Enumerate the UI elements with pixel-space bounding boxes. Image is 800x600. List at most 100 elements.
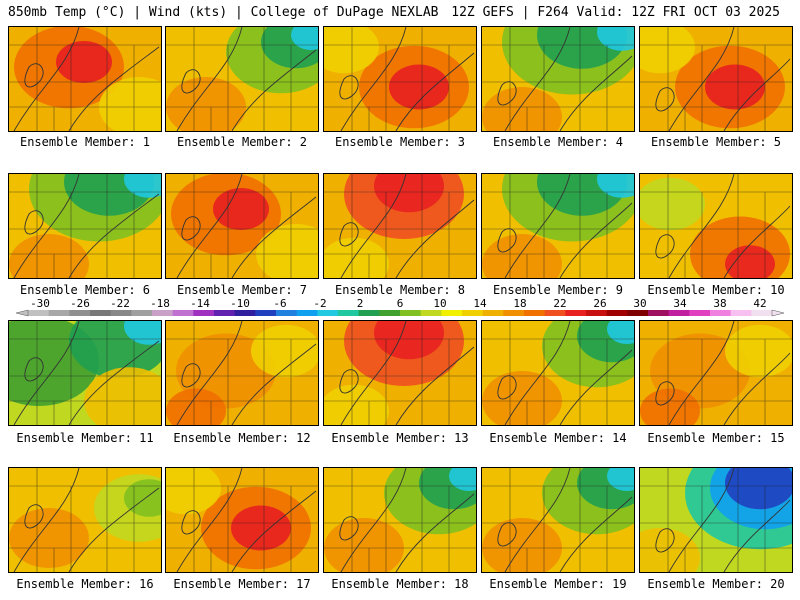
chart-title: 850mb Temp (°C) | Wind (kts) | College o… [8,5,439,20]
height-contours [339,27,475,131]
height-contours [497,468,633,572]
legend-tick-label: -26 [70,298,90,310]
legend-color-swatch [565,310,587,316]
legend-color-swatch [482,310,504,316]
state-borders [166,468,318,572]
ensemble-member-label: Ensemble Member: 19 [489,577,627,591]
legend-color-swatch [627,310,649,316]
temperature-shading [640,177,705,231]
legend-tick-label: 26 [593,298,606,310]
legend-color-swatch [110,310,132,316]
state-borders [482,27,634,131]
temperature-shading [99,77,161,131]
ensemble-member-map [639,26,793,132]
legend-color-swatch [648,310,670,316]
temperature-color-scale: -30 -26 -22 -18 -14 -10 -6 -2 2 6 10 14 18 22 26 30 34 38… [15,298,785,317]
legend-tick-label: -2 [313,298,326,310]
legend-color-swatch [524,310,546,316]
temperature-shading [291,27,318,50]
legend-tick-label: 38 [713,298,726,310]
temperature-shading [84,367,161,425]
legend-tick-label: 10 [433,298,446,310]
ensemble-member-map [323,467,477,573]
legend-color-swatch [420,310,442,316]
height-contours [655,321,791,425]
legend-color-swatch [503,310,525,316]
ensemble-member-map [639,320,793,426]
ensemble-member-label: Ensemble Member: 6 [19,283,151,297]
legend-color-swatch [69,310,91,316]
legend-tick-label: 6 [397,298,404,310]
temperature-shading [324,384,389,425]
legend-color-swatch [338,310,360,316]
legend-color-swatch [462,310,484,316]
ensemble-member-label: Ensemble Member: 16 [16,577,154,591]
temperature-shading [640,27,695,74]
ensemble-member-map [639,467,793,573]
temperature-shading [324,237,389,278]
ensemble-member-map [481,320,635,426]
temperature-shading [705,64,765,110]
height-contours [176,27,317,131]
state-borders [9,321,161,425]
temperature-shading [374,174,444,213]
height-contours [339,321,475,425]
legend-color-swatch [586,310,608,316]
state-borders [9,468,161,572]
ensemble-member-label: Ensemble Member: 17 [173,577,311,591]
height-contours [339,468,475,572]
ensemble-member-label: Ensemble Member: 10 [647,283,785,297]
legend-tick-label: -18 [150,298,170,310]
temperature-shading [607,468,634,491]
legend-color-swatch [131,310,153,316]
ensemble-member-label: Ensemble Member: 9 [492,283,624,297]
legend-color-swatch [710,310,732,316]
temperature-shading [9,234,89,278]
legend-tick-label: -14 [190,298,210,310]
legend-tick-label: -22 [110,298,130,310]
ensemble-member-map [165,320,319,426]
height-contours [497,321,633,425]
height-contours [176,321,317,425]
temperature-shading [725,324,792,378]
height-contours [497,27,633,131]
legend-color-swatch [730,310,752,316]
temperature-shading [482,87,562,131]
temperature-shading [9,508,89,568]
ensemble-member-map [323,26,477,132]
legend-tick-label: -6 [273,298,286,310]
ensemble-member-label: Ensemble Member: 15 [647,431,785,445]
legend-tick-label: 14 [473,298,487,310]
legend-color-swatch [317,310,339,316]
temperature-shading [482,234,562,278]
state-borders [640,321,792,425]
ensemble-member-label: Ensemble Member: 20 [647,577,785,591]
temperature-shading [256,224,318,278]
temperature-shading [56,41,112,83]
legend-color-swatch [172,310,194,316]
legend-color-swatch [358,310,380,316]
height-contours [13,321,160,425]
ensemble-member-label: Ensemble Member: 18 [331,577,469,591]
height-contours [13,174,160,278]
ensemble-member-map [165,173,319,279]
legend-right-arrow [771,309,785,317]
state-borders [166,27,318,131]
legend-color-swatch [234,310,256,316]
legend-color-swatch [152,310,174,316]
temperature-shading [166,468,221,515]
ensemble-member-map [639,173,793,279]
ensemble-member-map [8,467,162,573]
legend-tick-label: 22 [553,298,566,310]
legend-color-swatch [400,310,422,316]
state-borders [166,174,318,278]
legend-tick-label: 2 [357,298,364,310]
state-borders [482,468,634,572]
legend-color-swatch [90,310,112,316]
ensemble-member-label: Ensemble Member: 7 [176,283,308,297]
ensemble-member-map [323,320,477,426]
temperature-shading [482,371,562,425]
legend-color-swatch [689,310,711,316]
temperature-shading [374,321,444,360]
temperature-shading [213,188,269,230]
